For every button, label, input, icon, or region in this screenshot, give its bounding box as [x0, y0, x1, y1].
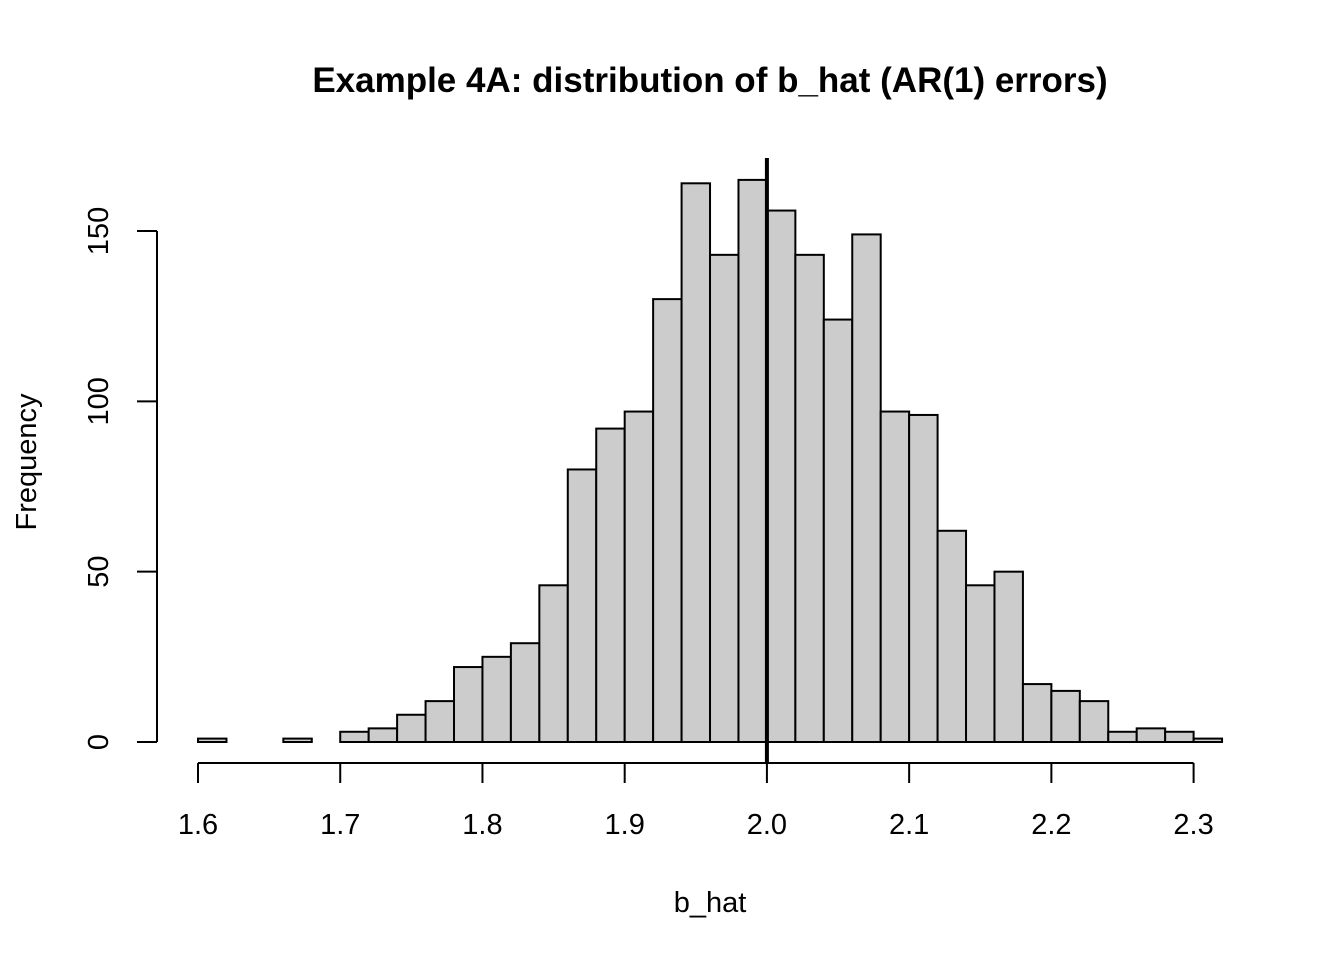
x-tick-label: 1.8	[462, 809, 502, 841]
histogram-bar	[623, 410, 655, 743]
x-tick-label: 2.0	[747, 809, 787, 841]
x-axis: 1.6 1.7 1.8 1.9 2.0 2.1 2.2 2.3	[178, 762, 1214, 841]
y-tick-label: 100	[83, 377, 115, 425]
histogram-bar	[339, 730, 370, 744]
x-tick-label: 1.6	[178, 809, 218, 841]
histogram-bar	[1050, 689, 1081, 744]
histogram-bar	[709, 253, 740, 743]
histogram-bar	[936, 529, 968, 743]
y-axis: 0 50 100 150	[83, 207, 158, 750]
histogram-bar	[680, 182, 712, 743]
histogram-bar	[851, 233, 882, 743]
histogram-bar	[595, 427, 626, 743]
histogram-bar	[737, 178, 768, 743]
histogram-bar	[879, 410, 911, 743]
histogram-bar	[424, 700, 456, 743]
histogram-bar	[509, 642, 541, 744]
y-axis-label: Frequency	[11, 393, 43, 531]
y-tick-label: 0	[83, 734, 115, 750]
histogram-bar	[367, 727, 399, 743]
histogram-bar	[908, 413, 939, 743]
histogram-bar	[1078, 700, 1110, 743]
x-tick-label: 2.3	[1173, 809, 1213, 841]
chart-title: Example 4A: distribution of b_hat (AR(1)…	[312, 61, 1107, 100]
histogram-bar	[1135, 727, 1167, 743]
histogram-bar	[1107, 730, 1138, 744]
histogram-bar	[652, 298, 683, 743]
x-tick-label: 1.9	[605, 809, 645, 841]
histogram-bar	[1021, 683, 1053, 744]
histogram-bar	[197, 737, 228, 744]
histogram-bar	[453, 666, 484, 743]
histogram-bar	[396, 713, 427, 743]
histogram-bar	[765, 209, 797, 743]
histogram-bar	[993, 570, 1024, 743]
histogram-bar	[282, 737, 313, 744]
histogram-bar	[566, 468, 598, 743]
histogram-bar	[794, 253, 825, 743]
y-tick-label: 50	[83, 556, 115, 588]
histogram-bar	[1164, 730, 1195, 744]
x-tick-label: 2.2	[1031, 809, 1071, 841]
histogram-bar	[822, 318, 854, 743]
histogram-bar	[538, 584, 569, 743]
x-tick-label: 2.1	[889, 809, 929, 841]
bars-group	[197, 178, 1224, 744]
x-tick-label: 1.7	[320, 809, 360, 841]
histogram-bar	[965, 584, 996, 743]
y-tick-label: 150	[83, 207, 115, 255]
histogram-bar	[481, 655, 512, 744]
x-axis-label: b_hat	[674, 887, 747, 919]
histogram-bar	[1192, 737, 1224, 744]
